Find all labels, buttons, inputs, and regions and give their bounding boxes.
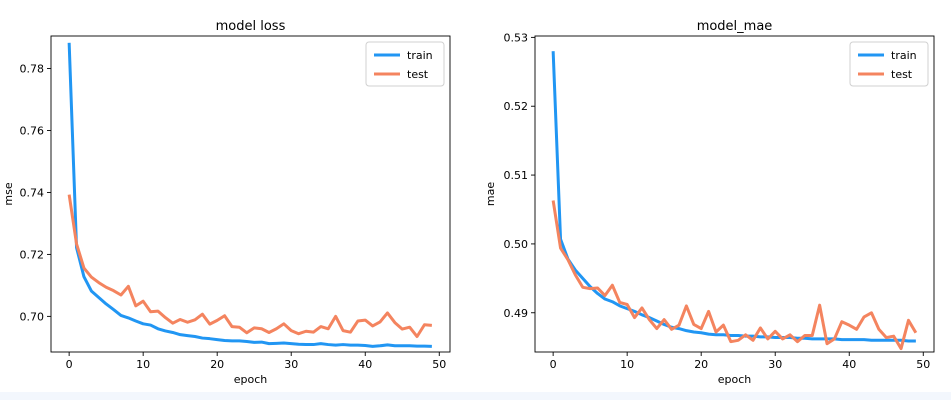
- y-tick-label: 0.49: [504, 307, 529, 320]
- series-line-test: [67, 194, 432, 339]
- y-tick-label: 0.76: [20, 124, 45, 137]
- x-tick-label: 0: [66, 358, 73, 371]
- x-axis-label: epoch: [718, 373, 752, 386]
- x-tick-label: 20: [694, 358, 708, 371]
- x-tick-label: 40: [358, 358, 372, 371]
- chart-title: model_mae: [697, 19, 773, 34]
- series-line-train: [67, 42, 432, 348]
- series-line-test: [551, 200, 918, 351]
- y-tick-label: 0.78: [20, 63, 45, 76]
- bottom-band: [0, 392, 951, 400]
- x-tick-label: 10: [136, 358, 150, 371]
- x-tick-label: 30: [284, 358, 298, 371]
- chart-title: model loss: [216, 19, 286, 34]
- y-tick-label: 0.53: [504, 31, 529, 44]
- x-tick-label: 20: [210, 358, 224, 371]
- x-tick-label: 30: [768, 358, 782, 371]
- legend-label-train: train: [407, 49, 433, 62]
- y-tick-label: 0.74: [20, 186, 45, 199]
- legend-label-test: test: [891, 68, 913, 81]
- legend: train test: [849, 41, 929, 87]
- y-axis-label: mse: [2, 182, 15, 205]
- legend-label-test: test: [407, 68, 429, 81]
- x-tick-label: 50: [432, 358, 446, 371]
- y-axis-label: mae: [484, 182, 497, 206]
- y-tick-label: 0.70: [20, 310, 45, 323]
- chart-panel-2: model_mae 0 10 20 30 40 50 epoch 0.49 0.50 0.51 0.5…: [484, 19, 935, 386]
- y-tick-label: 0.52: [504, 100, 529, 113]
- legend: train test: [365, 41, 445, 87]
- y-tick-label: 0.72: [20, 248, 45, 261]
- plot-frame: [50, 35, 451, 353]
- x-tick-label: 50: [916, 358, 930, 371]
- x-tick-label: 40: [842, 358, 856, 371]
- legend-label-train: train: [891, 49, 917, 62]
- x-tick-label: 0: [550, 358, 557, 371]
- x-tick-label: 10: [620, 358, 634, 371]
- y-tick-label: 0.51: [504, 169, 529, 182]
- y-tick-label: 0.50: [504, 238, 529, 251]
- series-line-train: [551, 51, 916, 343]
- plot-frame: [534, 35, 935, 353]
- chart-panel-1: model loss 0 10 20 30 40 50 epoch 0.70 0.72 0.74 0.…: [2, 19, 451, 386]
- x-axis-label: epoch: [234, 373, 268, 386]
